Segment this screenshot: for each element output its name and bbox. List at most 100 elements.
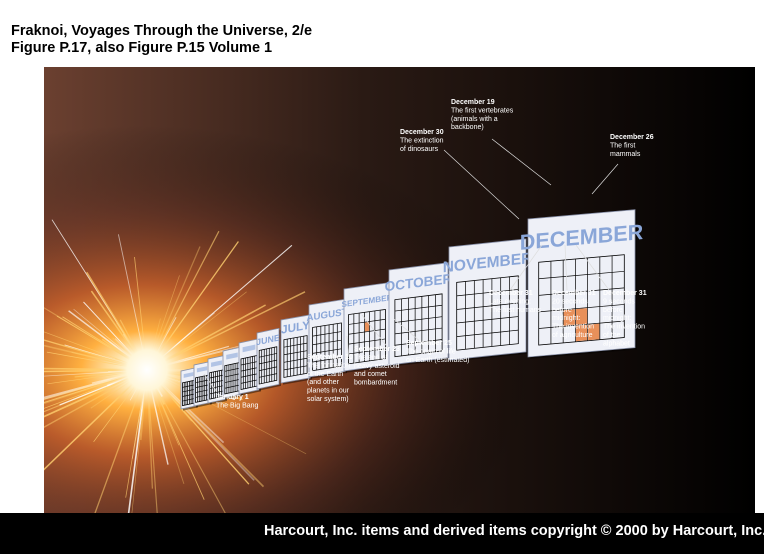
grid-line <box>195 379 209 384</box>
annotation-line: The formation <box>307 362 350 369</box>
leader-line <box>203 373 218 393</box>
annotation-line: (animals with a <box>451 116 498 123</box>
grid-line <box>224 373 240 378</box>
month-calendar-11: NOVEMBER <box>443 238 532 362</box>
grid-line <box>259 353 277 358</box>
calendar-grid <box>312 322 342 372</box>
grid-line <box>209 374 224 379</box>
header-line-2: Figure P.17, also Figure P.15 Volume 1 <box>11 40 273 56</box>
leader-line <box>591 163 619 195</box>
annotation-line: The invention <box>603 324 645 331</box>
annotation-line: September 25 <box>406 340 452 347</box>
annotation-line: on Earth (estimated) <box>406 357 469 364</box>
month-calendar-4 <box>222 346 243 400</box>
annotation-line: (and other <box>307 379 340 386</box>
annotation-line: midnight: <box>603 315 631 322</box>
grid-line <box>182 389 195 393</box>
annotation-dec26: December 26 The first mammals <box>610 134 654 158</box>
annotation-line: heavy asteroid <box>354 363 400 370</box>
grid-line <box>348 348 386 355</box>
copyright-bar: Harcourt, Inc. items and derived items c… <box>0 513 764 554</box>
annotation-leaders <box>203 138 619 393</box>
annotation-line: of the Earth <box>307 371 343 378</box>
grid-line <box>241 361 257 366</box>
grid-line <box>224 367 240 372</box>
annotation-line: December 31 <box>489 290 533 297</box>
grid-line <box>538 287 625 296</box>
grid-line <box>394 339 443 346</box>
annotation-line: The first <box>610 142 635 149</box>
annotation-line: The extinction <box>400 137 444 144</box>
grid-line <box>312 357 342 363</box>
calendar-grid <box>348 308 386 365</box>
grid-line <box>182 393 195 397</box>
calendar-page <box>448 238 527 361</box>
leader-line <box>491 138 552 186</box>
grid-line <box>209 390 224 395</box>
annotation-dec31c: December 31 9 seconds before midnight: The i… <box>603 290 647 347</box>
annotation-line: before <box>552 307 572 314</box>
grid-line <box>394 316 443 323</box>
annotation-line: of dinosaurs <box>400 146 439 153</box>
grid-line <box>224 379 240 383</box>
calendar-grid <box>456 275 519 351</box>
month-name-mark <box>183 372 194 378</box>
annotation-line: of agriculture <box>552 332 593 339</box>
month-calendar-12: DECEMBER <box>520 209 644 359</box>
annotation-sep23: September 23 The end of heavy asteroid and … <box>354 346 400 387</box>
grid-line <box>224 384 240 389</box>
leader-line <box>346 335 350 358</box>
leader-line <box>443 149 520 220</box>
annotation-line: 20 seconds <box>552 298 588 305</box>
calendar-page <box>256 327 280 390</box>
annotation-dec31a: December 31 Late evening: The first humans <box>489 290 542 314</box>
grid-line <box>241 379 257 384</box>
month-calendar-5 <box>238 338 261 396</box>
month-name: JULY <box>281 319 310 337</box>
annotation-line: December 26 <box>610 134 654 141</box>
grid-line <box>538 270 625 280</box>
leader-line <box>361 314 390 350</box>
grid-line <box>259 373 277 378</box>
month-name-mark <box>211 360 222 367</box>
grid-line <box>348 328 386 335</box>
grid-line <box>209 380 224 384</box>
highlighted-day <box>575 324 588 342</box>
annotation-jan1: January 1 The Big Bang <box>216 394 259 409</box>
annotation-line: planets in our <box>307 388 350 395</box>
grid-line <box>312 339 342 346</box>
leader-line <box>575 244 610 291</box>
highlighted-day <box>575 308 588 325</box>
annotation-line: backbone) <box>451 124 484 131</box>
grid-line <box>182 384 195 388</box>
grid-line <box>241 367 257 372</box>
month-name-mark <box>242 344 256 353</box>
grid-line <box>259 359 277 365</box>
grid-line <box>283 350 308 356</box>
annotation-line: bombardment <box>354 380 397 387</box>
grid-line <box>394 327 443 335</box>
grid-line <box>195 384 209 388</box>
grid-line <box>195 394 209 398</box>
calendar-page <box>527 209 636 358</box>
annotation-sep10: September 10 The formation of the Earth (an… <box>307 354 353 403</box>
calendar-grid <box>258 346 278 385</box>
copyright-text: Harcourt, Inc. items and derived items c… <box>264 523 764 539</box>
cosmic-calendar-figure: JUNE JULY AUGUST SEPTEMBER OCTOBER NOVEMBER DE… <box>44 67 755 513</box>
calendar-grid <box>394 293 443 358</box>
annotation-line: The Big Bang <box>216 402 259 409</box>
grid-line <box>456 289 519 297</box>
grid-line <box>259 366 277 371</box>
annotation-line: The first vertebrates <box>451 107 514 114</box>
annotation-line: The first humans <box>489 307 542 314</box>
annotation-line: December 31 <box>552 290 596 297</box>
annotation-dec19: December 19 The first vertebrates (animals… <box>451 99 514 131</box>
annotation-sep25: September 25 The origin of life on Earth (… <box>406 340 469 364</box>
calendar-grid <box>283 335 308 378</box>
header-line-1: Fraknoi, Voyages Through the Universe, 2… <box>11 23 313 39</box>
month-calendar-10: OCTOBER <box>385 262 452 367</box>
grid-line <box>456 302 519 310</box>
grid-line <box>456 316 519 324</box>
grid-line <box>538 304 625 313</box>
highlighted-day <box>364 322 370 332</box>
